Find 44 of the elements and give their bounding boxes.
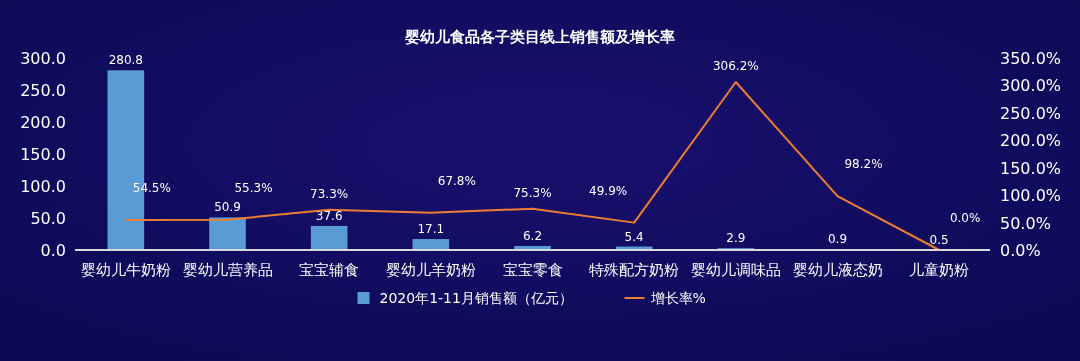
x-tick-label: 婴幼儿羊奶粉 [385, 261, 476, 279]
data-label: 0.5 [929, 232, 949, 247]
data-label: 49.9% [589, 183, 628, 198]
data-label: 73.3% [310, 186, 349, 201]
data-label: 306.2% [712, 59, 759, 74]
x-tick-label: 宝宝零食 [502, 261, 563, 279]
y2-tick-label: 100.0% [1000, 186, 1062, 206]
x-tick-label: 婴幼儿调味品 [690, 261, 781, 279]
data-label: 17.1 [417, 222, 445, 237]
data-label: 67.8% [437, 173, 476, 188]
y-tick-label: 300.0 [20, 49, 66, 68]
legend-label: 2020年1-11月销售额（亿元） [379, 290, 573, 306]
x-tick-label: 婴幼儿营养品 [182, 261, 273, 279]
legend-label: 增长率% [649, 290, 706, 306]
x-tick-label: 儿童奶粉 [909, 261, 970, 279]
x-tick-label: 婴幼儿液态奶 [792, 261, 883, 279]
y2-tick-label: 50.0% [1000, 213, 1051, 233]
y2-tick-label: 300.0% [1000, 76, 1062, 96]
y-tick-label: 250.0 [20, 81, 66, 100]
y-tick-label: 50.0 [30, 209, 66, 228]
y-tick-label: 200.0 [20, 113, 66, 132]
y2-tick-label: 350.0% [1000, 49, 1062, 68]
data-label: 2.9 [726, 231, 746, 246]
data-label: 50.9 [214, 200, 241, 215]
y-tick-label: 100.0 [20, 177, 66, 196]
chart-title: 婴幼儿食品各子类目线上销售额及增长率 [404, 28, 675, 46]
y-tick-label: 0.0 [40, 241, 66, 260]
y2-tick-label: 250.0% [1000, 103, 1062, 123]
x-tick-label: 婴幼儿牛奶粉 [80, 261, 171, 279]
y2-tick-label: 150.0% [1000, 158, 1062, 178]
data-label: 6.2 [522, 229, 543, 244]
data-label: 0.9 [827, 232, 848, 247]
x-tick-label: 特殊配方奶粉 [589, 261, 680, 279]
data-label: 5.4 [624, 229, 644, 244]
data-label: 280.8 [108, 53, 144, 68]
x-tick-label: 宝宝辅食 [299, 261, 360, 279]
y2-tick-label: 200.0% [1000, 131, 1062, 151]
data-label: 75.3% [513, 185, 552, 200]
data-label: 55.3% [234, 180, 273, 195]
data-label: 0.0% [949, 211, 981, 225]
y2-tick-label: 0.0% [1000, 241, 1041, 260]
data-label: 98.2% [844, 157, 883, 172]
data-label: 37.6 [315, 208, 343, 223]
y-tick-label: 150.0 [20, 145, 66, 164]
